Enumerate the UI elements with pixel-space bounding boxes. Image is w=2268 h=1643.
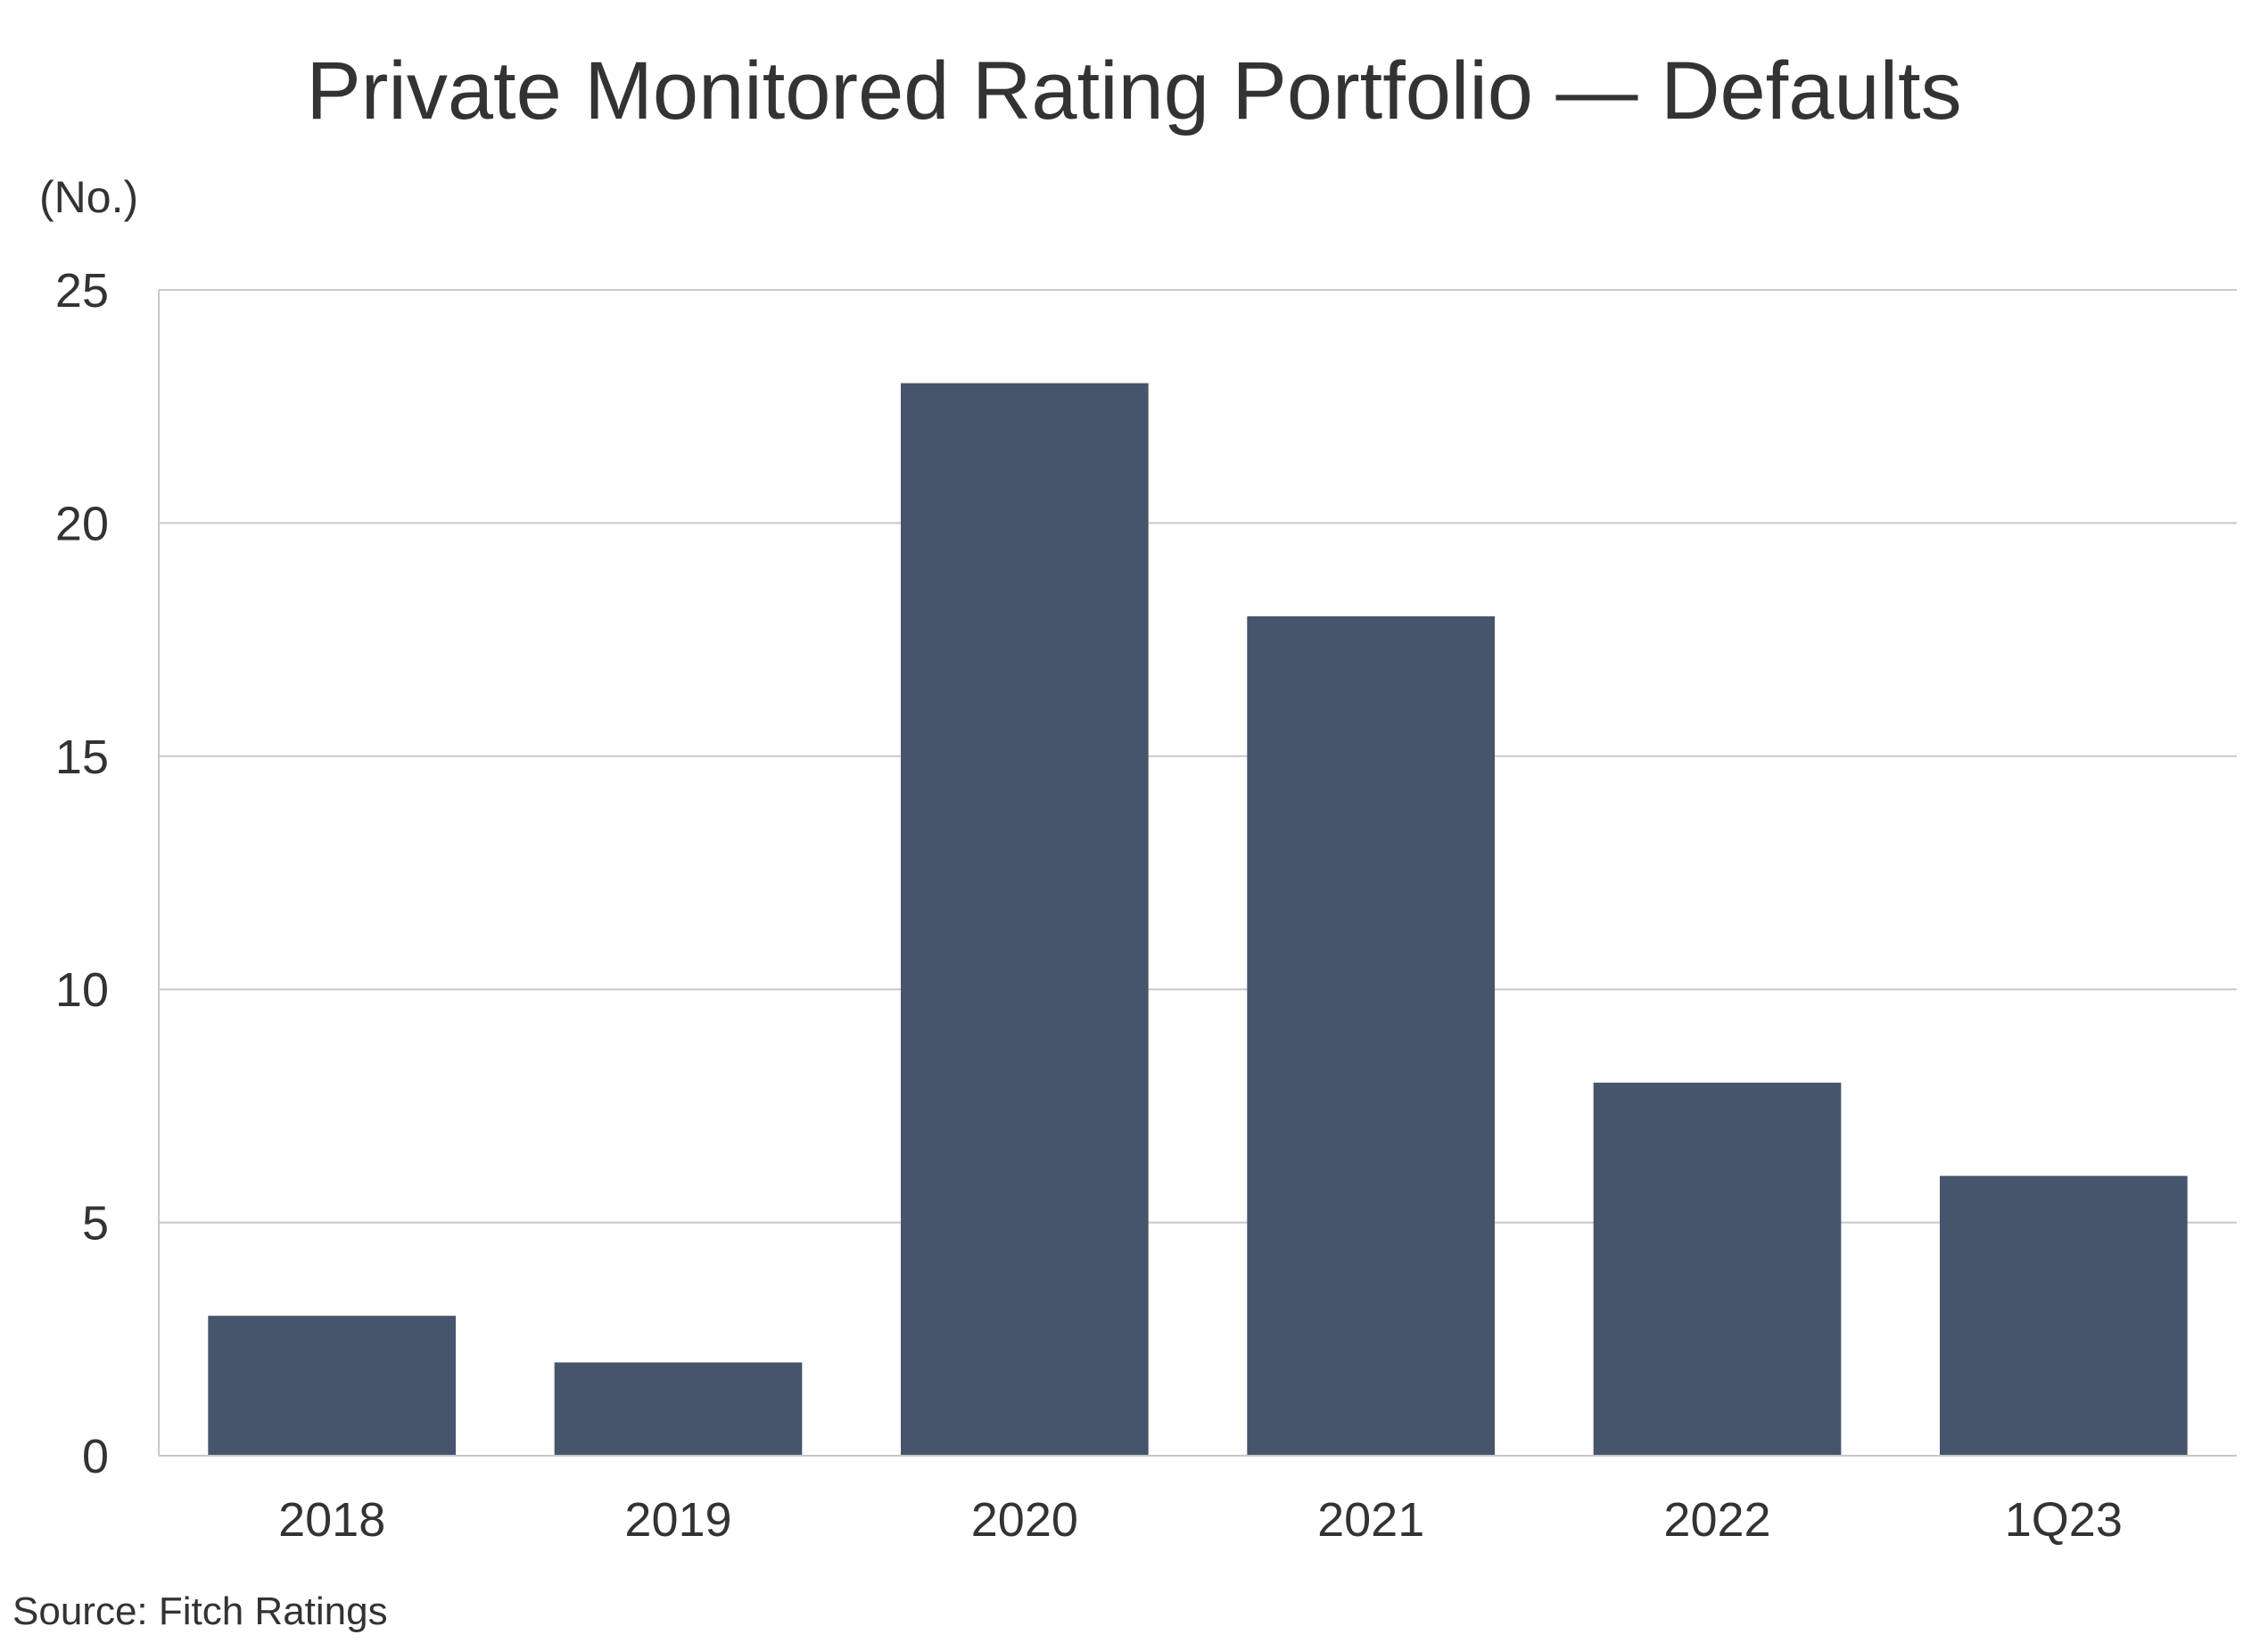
- x-tick-label: 2018: [278, 1493, 385, 1547]
- tick-labels: 0 5 10 15 20 25 2018 2019 2020 2021 2022 1Q23: [55, 264, 2123, 1547]
- bar-2018: [208, 1316, 456, 1456]
- bar-2021: [1247, 615, 1495, 1456]
- x-tick-label: 2021: [1317, 1493, 1424, 1547]
- y-tick-label: 15: [55, 731, 109, 784]
- y-axis-unit-label: (No.): [39, 172, 139, 222]
- y-tick-label: 20: [55, 497, 109, 550]
- axes: [158, 290, 2237, 1457]
- y-tick-label: 25: [55, 264, 109, 318]
- x-tick-label: 2020: [971, 1493, 1078, 1547]
- x-tick-label: 1Q23: [2005, 1493, 2123, 1547]
- y-tick-label: 0: [82, 1430, 109, 1483]
- source-note: Source: Fitch Ratings: [12, 1589, 388, 1633]
- x-tick-label: 2022: [1663, 1493, 1770, 1547]
- gridlines: [159, 289, 2237, 1224]
- y-tick-label: 5: [82, 1197, 109, 1251]
- bar-2022: [1593, 1082, 1842, 1456]
- bar-2019: [554, 1362, 803, 1456]
- bar-2020: [901, 383, 1149, 1456]
- bar-1Q23: [1940, 1176, 2188, 1456]
- chart-title: Private Monitored Rating Portfolio — Def…: [306, 45, 1962, 136]
- x-tick-label: 2019: [624, 1493, 731, 1547]
- y-tick-label: 10: [55, 963, 109, 1017]
- bars: [208, 383, 2188, 1456]
